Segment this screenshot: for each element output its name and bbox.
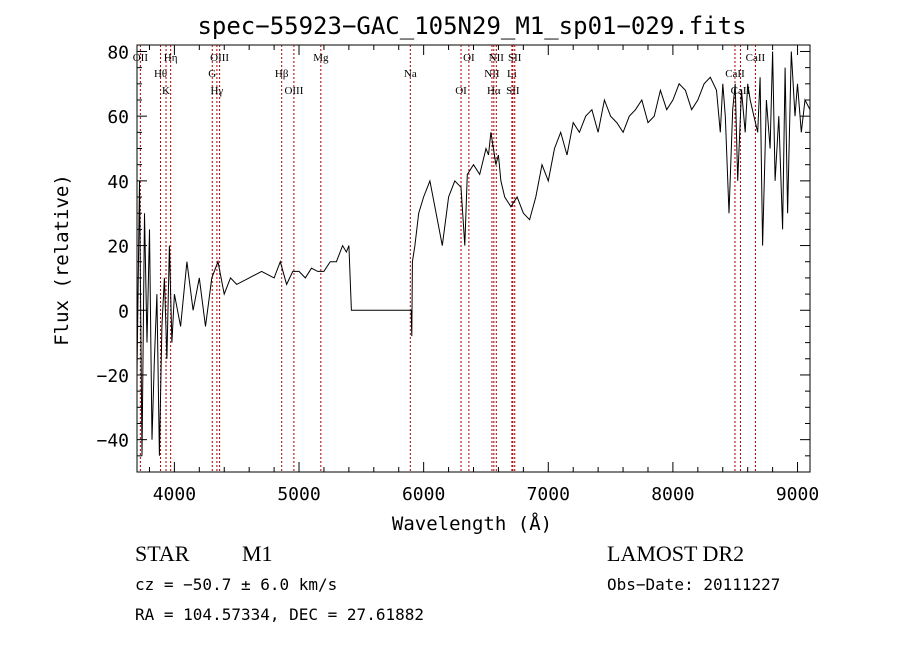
- y-tick-label: −40: [96, 431, 129, 452]
- y-tick-label: 0: [118, 301, 129, 322]
- x-tick-label: 7000: [527, 484, 570, 505]
- spectral-line-label: Mg: [313, 52, 329, 64]
- spectral-line-label: OIII: [210, 52, 229, 64]
- spectral-line-label: Hα: [487, 85, 501, 97]
- spectral-line-label: Hβ: [275, 68, 289, 80]
- spectral-line-label: K: [162, 85, 170, 97]
- object-subclass: M1: [242, 541, 273, 566]
- x-tick-label: 5000: [277, 484, 320, 505]
- spectral-line-label: OI: [455, 85, 467, 97]
- x-axis: 4000 5000 6000 7000 8000 9000: [148, 45, 819, 505]
- spectral-line-label: OII: [133, 52, 149, 64]
- spectral-line-markers: OIIHθKHηGHγOIIIHβOIIIMgNaOIOINIIHαNIILiS…: [133, 45, 766, 472]
- y-tick-label: 60: [107, 107, 129, 128]
- y-tick-label: 80: [107, 42, 129, 63]
- coordinates-text: RA = 104.57334, DEC = 27.61882: [135, 605, 424, 624]
- spectral-line-label: NII: [489, 52, 505, 64]
- spectral-line-label: Li: [507, 68, 517, 80]
- object-class: STAR: [135, 541, 190, 566]
- spectrum-line: [136, 51, 811, 456]
- x-tick-label: 8000: [651, 484, 694, 505]
- spectral-line-label: Hγ: [210, 85, 223, 97]
- spectral-line-label: OIII: [284, 85, 303, 97]
- spectral-line-label: SII: [506, 85, 520, 97]
- spectral-line-label: NII: [484, 68, 500, 80]
- y-tick-label: 20: [107, 237, 129, 258]
- spectral-line-label: CaII: [725, 68, 745, 80]
- x-tick-label: 9000: [776, 484, 819, 505]
- spectral-line-label: Na: [404, 68, 417, 80]
- spectral-line-label: CaII: [746, 52, 766, 64]
- redshift-text: cz = −50.7 ± 6.0 km/s: [135, 575, 337, 594]
- y-axis-label: Flux (relative): [51, 174, 73, 346]
- spectral-line-label: G: [208, 68, 216, 80]
- spectral-line-label: Hη: [164, 52, 178, 64]
- x-axis-label: Wavelength (Å): [392, 512, 552, 535]
- chart-title: spec−55923−GAC_105N29_M1_sp01−029.fits: [197, 12, 746, 40]
- obs-date-text: Obs−Date: 20111227: [607, 575, 780, 594]
- y-tick-label: 40: [107, 172, 129, 193]
- spectral-line-label: Hθ: [154, 68, 167, 80]
- x-tick-label: 4000: [153, 484, 196, 505]
- y-tick-label: −20: [96, 366, 129, 387]
- plot-frame: [136, 44, 811, 473]
- spectral-line-label: SII: [508, 52, 522, 64]
- x-tick-label: 6000: [402, 484, 445, 505]
- survey-name: LAMOST DR2: [607, 541, 744, 566]
- y-axis: −40 −20 0 20 40 60 80: [96, 42, 810, 473]
- spectral-line-label: OI: [463, 52, 475, 64]
